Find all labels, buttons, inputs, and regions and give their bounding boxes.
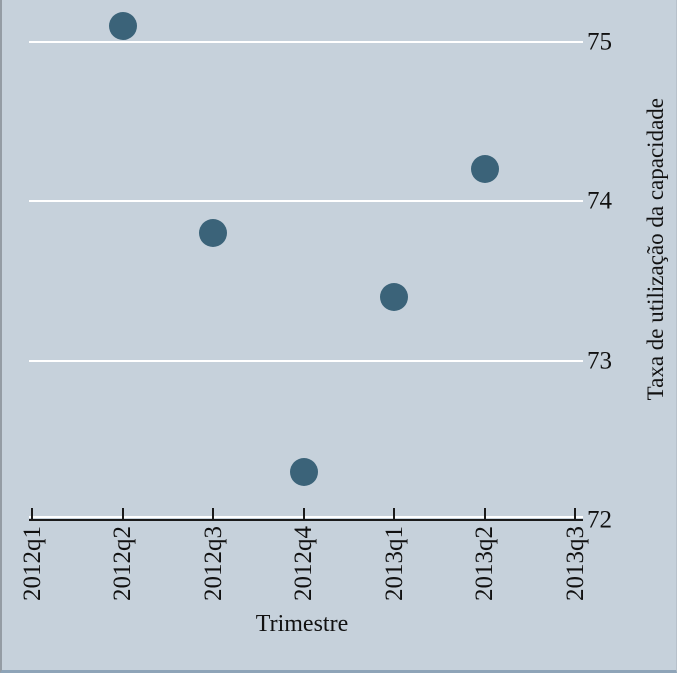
gridline-y74	[29, 200, 583, 202]
y-tick-label-72: 72	[587, 506, 612, 534]
y-tick-label-74: 74	[587, 187, 612, 215]
y-tick-label-73: 73	[587, 347, 612, 374]
x-tick-label-text-2013q2: 2013q2	[471, 526, 498, 601]
x-tick-label-text-2012q1: 2012q1	[19, 526, 46, 601]
data-point-2013q2	[470, 155, 499, 184]
x-tick-label-text-2012q2: 2012q2	[109, 526, 136, 601]
x-axis-title: Trimestre	[255, 611, 349, 637]
data-point-2013q1	[380, 282, 408, 311]
data-point-2012q3	[199, 218, 227, 247]
data-point-2012q2	[108, 11, 137, 40]
gridline-y75	[29, 41, 583, 43]
x-tick-label-text-2012q3: 2012q3	[200, 526, 227, 601]
x-tick-2012q1	[31, 508, 33, 519]
x-tick-2013q1	[393, 508, 395, 519]
x-tick-2012q3	[212, 508, 214, 519]
x-tick-2012q2	[122, 508, 124, 519]
data-point-2012q4	[289, 458, 318, 487]
y-tick-label-75: 75	[587, 28, 612, 55]
x-tick-label-text-2013q3: 2013q3	[562, 526, 589, 601]
x-tick-label-text-2012q4: 2012q4	[290, 526, 317, 601]
x-tick-2013q3	[574, 508, 576, 519]
gridline-y72	[29, 516, 583, 518]
x-axis-line	[29, 519, 583, 521]
x-tick-2013q2	[484, 508, 486, 519]
gridline-y73	[29, 360, 583, 362]
x-tick-2012q4	[303, 508, 305, 519]
y-axis-title-text: Taxa de utilização da capacidade	[643, 98, 668, 401]
x-tick-label-text-2013q1: 2013q1	[381, 526, 408, 601]
